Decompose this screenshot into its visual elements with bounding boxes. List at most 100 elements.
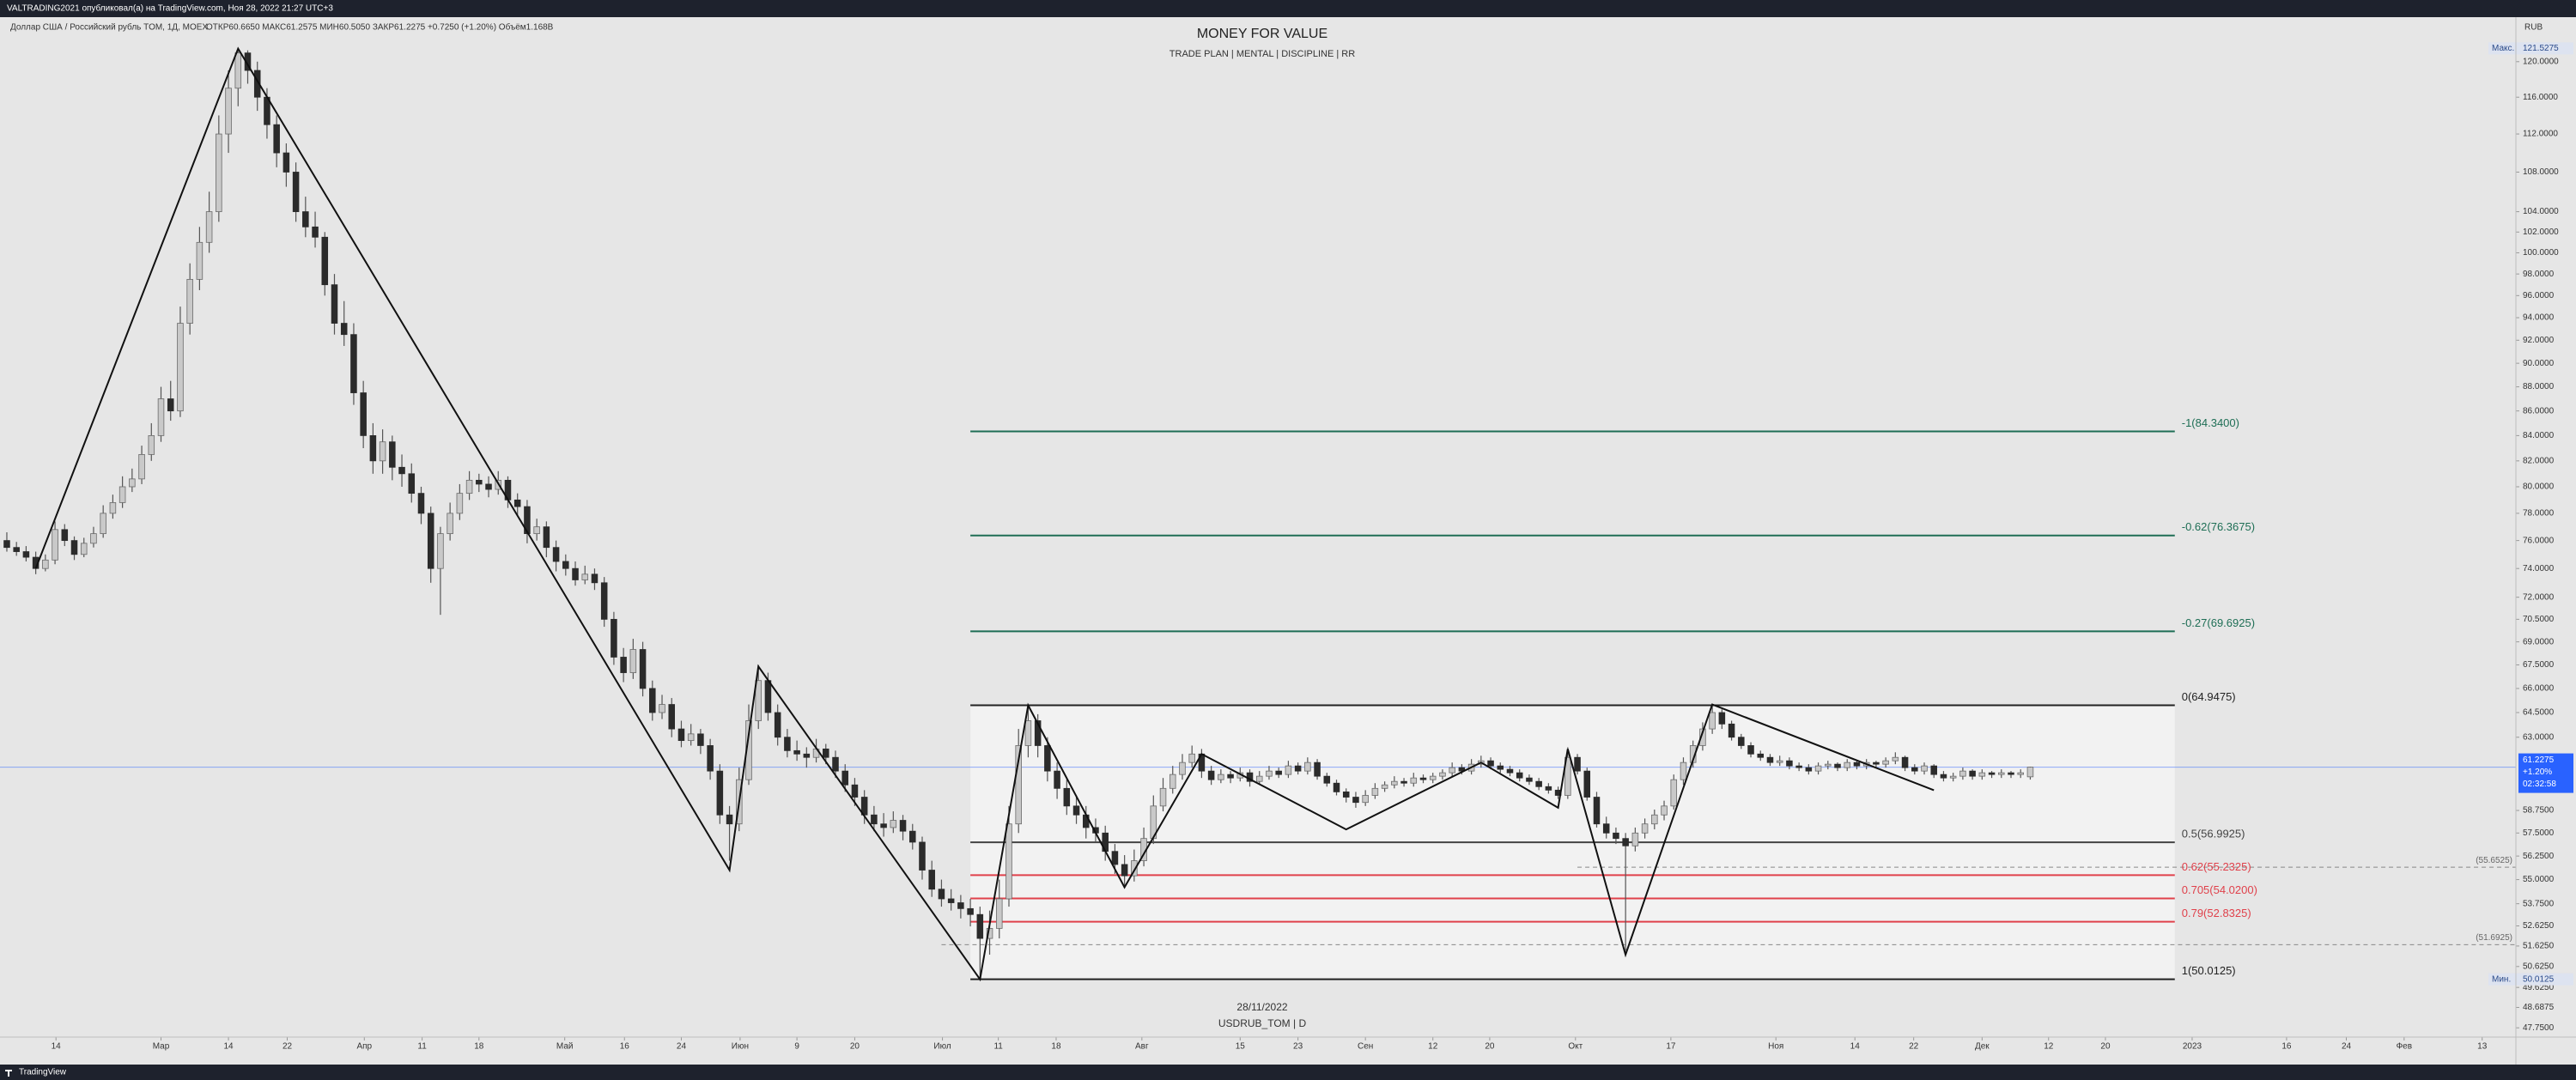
y-tick-label: 48.6875 [2523, 1003, 2555, 1012]
y-tick-label: 51.6250 [2523, 942, 2555, 951]
y-tick-label: 90.0000 [2523, 359, 2555, 368]
candle-body [1622, 838, 1629, 846]
candle-body [312, 226, 319, 238]
candle-body [803, 753, 811, 758]
candle-body [485, 483, 492, 490]
y-tick-label: 116.0000 [2523, 93, 2558, 102]
chart-title: MONEY FOR VALUE [1197, 27, 1327, 41]
currency: RUB [2524, 23, 2543, 33]
candle-body [871, 814, 878, 825]
x-tick-label: 20 [1485, 1042, 1495, 1052]
x-tick-label: 13 [2477, 1042, 2488, 1052]
fib-label: 0(64.9475) [2182, 690, 2236, 703]
y-tick-label: 82.0000 [2523, 456, 2555, 465]
candle-body [677, 728, 685, 742]
candle-body [465, 479, 473, 494]
candle-body [1613, 832, 1619, 840]
candle-body [1314, 761, 1321, 777]
candle-body [611, 618, 617, 658]
candle-body [1631, 832, 1639, 846]
candle-body [1786, 760, 1793, 767]
candle-body [1227, 774, 1234, 779]
candle-body [1342, 791, 1350, 798]
candle-body [1757, 753, 1765, 758]
candle-body [928, 870, 935, 890]
candle-body [1805, 767, 1813, 772]
candle-body [1179, 761, 1186, 775]
candle-body [118, 486, 126, 503]
y-tick-label: 80.0000 [2523, 482, 2555, 492]
candle-body [1255, 775, 1263, 782]
candle-body [832, 756, 839, 772]
fib-label: -0.27(69.6925) [2182, 616, 2255, 629]
candle-body [1266, 770, 1273, 777]
last-price-change: +1.20% [2523, 768, 2552, 777]
x-tick-label: Окт [1568, 1042, 1583, 1052]
candle-body [1545, 786, 1552, 791]
x-tick-label: Июл [933, 1042, 951, 1052]
candle-body [186, 278, 193, 324]
candle-body [726, 814, 733, 825]
candle-body [216, 133, 222, 212]
y-tick-label: 88.0000 [2523, 382, 2555, 391]
y-tick-label: 94.0000 [2523, 313, 2555, 323]
candle-body [1169, 774, 1176, 789]
x-tick-label: 23 [1293, 1042, 1303, 1052]
last-price-value: 61.2275 [2523, 755, 2555, 765]
x-tick-label: Сен [1358, 1042, 1373, 1052]
candle-body [1728, 723, 1735, 738]
y-tick-label: 56.2500 [2523, 852, 2555, 861]
candle-body [408, 473, 416, 494]
date-label: 28/11/2022 [1236, 1001, 1287, 1013]
candle-body [629, 649, 637, 673]
fib-label: -0.62(76.3675) [2182, 520, 2255, 533]
back-layer [0, 430, 2516, 980]
candle-body [543, 526, 550, 549]
candle-body [476, 479, 483, 485]
y-tick-label: 69.0000 [2523, 637, 2555, 646]
candle-body [1709, 712, 1716, 730]
front-layer: 120.0000 116.0000 112.0000 108.0000 104.0000… [34, 42, 2573, 1052]
candle-body [283, 152, 290, 173]
candle-body [1583, 770, 1591, 798]
caption: VALTRADING2021 опубликовал(а) на Trading… [7, 3, 333, 14]
candle-body [1978, 772, 1986, 777]
x-tick-label: 22 [1909, 1042, 1919, 1052]
x-tick-label: 9 [794, 1042, 799, 1052]
candle-body [100, 513, 106, 535]
candle-body [1429, 775, 1437, 780]
candle-body [129, 478, 136, 488]
candle-body [1641, 823, 1649, 834]
candle-body [1825, 763, 1832, 767]
last-price-badge [2518, 753, 2573, 793]
x-tick-label: Ноя [1768, 1042, 1783, 1052]
candle-body [13, 547, 20, 552]
y-tick-label: 78.0000 [2523, 509, 2555, 519]
top-bar [0, 0, 2576, 17]
candle-body [42, 559, 49, 569]
candle-body [687, 733, 695, 742]
candle-body [321, 236, 329, 286]
candle-body [552, 547, 560, 562]
candle-body [1766, 756, 1774, 763]
candle-body [1602, 823, 1610, 834]
x-tick-label: 20 [850, 1042, 860, 1052]
fib-label: -1(84.3400) [2182, 416, 2239, 429]
y-tick-label: 100.0000 [2523, 248, 2559, 258]
candle-body [524, 506, 531, 535]
candle-body [851, 784, 859, 798]
x-tick-label: 14 [52, 1042, 62, 1052]
candle-body [244, 52, 252, 71]
candle-body [1959, 770, 1966, 777]
candle-body [1275, 770, 1282, 775]
candle-body [3, 540, 10, 549]
candle-body [591, 573, 598, 584]
candle-body [1034, 720, 1042, 746]
candle-body [398, 466, 405, 475]
max-price-value: 121.5275 [2523, 44, 2559, 53]
candle-body [437, 533, 444, 569]
y-tick-label: 47.7500 [2523, 1023, 2555, 1033]
candle-body [1574, 756, 1581, 772]
